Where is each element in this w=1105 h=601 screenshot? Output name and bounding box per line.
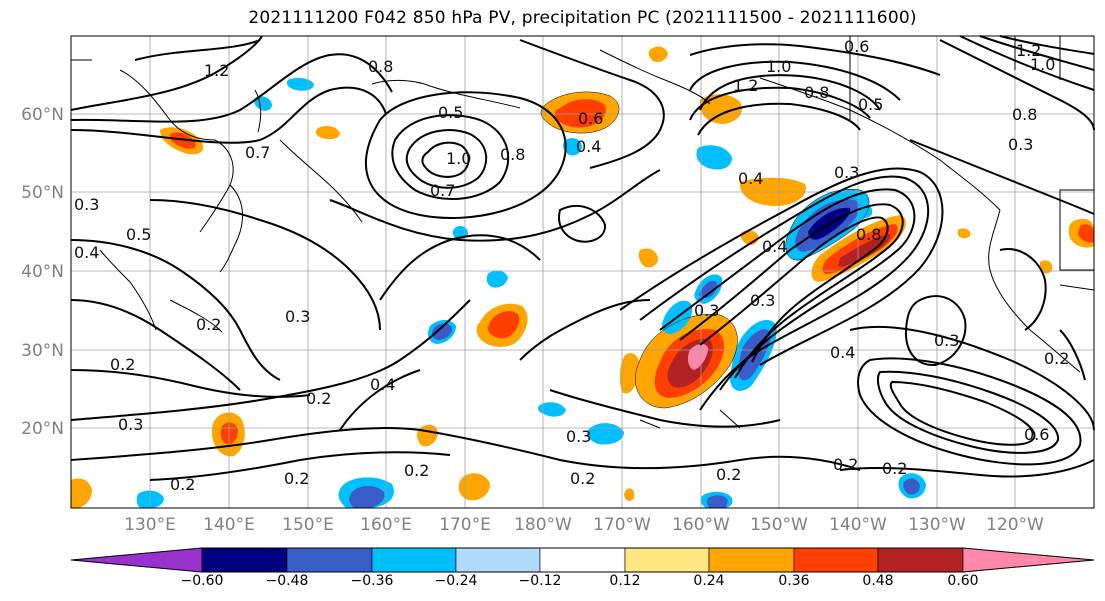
contour-label: 0.8 (500, 145, 525, 164)
contour-label: 1.2 (204, 61, 229, 80)
contour-label: 0.4 (370, 375, 395, 394)
lon-label: 180°W (514, 515, 572, 535)
contour-labels: 1.2 0.8 0.5 0.7 1.0 0.8 0.6 0.4 1.2 1.0 … (74, 37, 1069, 494)
latitude-labels: 60°N 50°N 40°N 30°N 20°N (21, 105, 64, 439)
contour-label: 0.3 (694, 301, 719, 320)
contour-label: 0.3 (1008, 135, 1033, 154)
colorbar-ticks: −0.60 −0.48 −0.36 −0.24 −0.12 0.12 0.24 … (181, 573, 979, 589)
contour-label: 0.2 (404, 461, 429, 480)
contour-label: 1.0 (766, 57, 791, 76)
colorbar-segment (624, 547, 710, 573)
contour-label: 0.3 (566, 427, 591, 446)
contour-label: 0.8 (1012, 105, 1037, 124)
contour-label: 0.2 (196, 315, 221, 334)
colorbar-segment (877, 547, 964, 573)
lon-label: 160°W (672, 515, 730, 535)
colorbar-tick-label: −0.36 (351, 573, 394, 589)
lon-label: 130°E (124, 515, 176, 535)
contour-label: 0.2 (110, 355, 135, 374)
graticule (71, 36, 1094, 508)
contour-label: 0.2 (882, 459, 907, 478)
contour-label: 0.2 (833, 455, 858, 474)
colorbar-segment (708, 547, 795, 573)
lat-label: 50°N (21, 183, 64, 203)
map-panel: 1.2 0.8 0.5 0.7 1.0 0.8 0.6 0.4 1.2 1.0 … (70, 35, 1095, 509)
colorbar-tick-label: 0.12 (609, 573, 640, 589)
colorbar-tick-label: 0.48 (862, 573, 893, 589)
lon-label: 130°W (908, 515, 966, 535)
lat-label: 40°N (21, 262, 64, 282)
contour-label: 0.3 (934, 331, 959, 350)
lat-label: 60°N (21, 105, 64, 125)
contour-label: 0.2 (284, 469, 309, 488)
longitude-labels: 130°E 140°E 150°E 160°E 170°E 180°W 170°… (124, 515, 1044, 535)
colorbar-segment (286, 547, 373, 573)
lat-label: 20°N (21, 419, 64, 439)
contour-label: 0.3 (118, 415, 143, 434)
colorbar-segments (70, 547, 1095, 573)
contour-label: 0.5 (438, 103, 463, 122)
contour-label: 1.0 (1030, 55, 1055, 74)
colorbar-segment (793, 547, 879, 573)
contour-label: 0.4 (576, 137, 601, 156)
contour-label: 0.6 (578, 109, 603, 128)
colorbar-outline (70, 547, 1095, 573)
colorbar-segment (371, 547, 457, 573)
contour-label: 0.8 (804, 83, 829, 102)
contour-label: 0.3 (285, 307, 310, 326)
colorbar-tick-label: −0.48 (266, 573, 309, 589)
lon-label: 170°W (593, 515, 651, 535)
lon-label: 170°E (439, 515, 491, 535)
colorbar-segment (539, 547, 626, 573)
colorbar-tick-label: −0.12 (519, 573, 562, 589)
lon-label: 120°W (986, 515, 1044, 535)
contour-label: 0.2 (570, 469, 595, 488)
contour-label: 0.4 (830, 343, 855, 362)
colorbar-tick-label: −0.60 (181, 573, 224, 589)
lon-label: 150°E (282, 515, 334, 535)
contour-label: 0.5 (858, 95, 883, 114)
contour-label: 0.4 (74, 243, 99, 262)
colorbar-tick-label: 0.60 (947, 573, 978, 589)
lon-label: 140°W (829, 515, 887, 535)
lon-label: 140°E (203, 515, 255, 535)
contour-label: 0.4 (738, 169, 763, 188)
map-title: 2021111200 F042 850 hPa PV, precipitatio… (248, 8, 917, 28)
contour-label: 0.2 (716, 465, 741, 484)
contour-label: 0.3 (74, 195, 99, 214)
colorbar-segment (70, 547, 203, 573)
contour-label: 0.2 (1044, 349, 1069, 368)
colorbar-tick-label: −0.24 (435, 573, 478, 589)
coastlines (71, 36, 1095, 429)
contour-label: 0.3 (834, 163, 859, 182)
contour-label: 0.8 (856, 225, 881, 244)
contour-label: 0.5 (126, 225, 151, 244)
colorbar-tick-label: 0.24 (693, 573, 724, 589)
contour-label: 0.2 (306, 389, 331, 408)
colorbar: −0.60 −0.48 −0.36 −0.24 −0.12 0.12 0.24 … (70, 547, 1095, 589)
contour-label: 0.6 (844, 37, 869, 56)
colorbar-segment (962, 547, 1095, 573)
colorbar-segment (201, 547, 288, 573)
pv-contours (70, 35, 1095, 481)
contour-label: 0.2 (170, 475, 195, 494)
lon-label: 160°E (360, 515, 412, 535)
contour-label: 0.7 (430, 181, 455, 200)
colorbar-segment (455, 547, 541, 573)
contour-label: 1.2 (733, 76, 758, 95)
colorbar-tick-label: 0.36 (778, 573, 809, 589)
contour-label: 1.0 (446, 149, 471, 168)
contour-label: 0.4 (762, 237, 787, 256)
contour-label: 0.8 (368, 57, 393, 76)
contour-label: 0.7 (245, 143, 270, 162)
contour-label: 1.2 (1016, 41, 1041, 60)
lat-label: 30°N (21, 341, 64, 361)
contour-label: 0.3 (750, 291, 775, 310)
contour-label: 0.6 (1024, 425, 1049, 444)
lon-label: 150°W (750, 515, 808, 535)
